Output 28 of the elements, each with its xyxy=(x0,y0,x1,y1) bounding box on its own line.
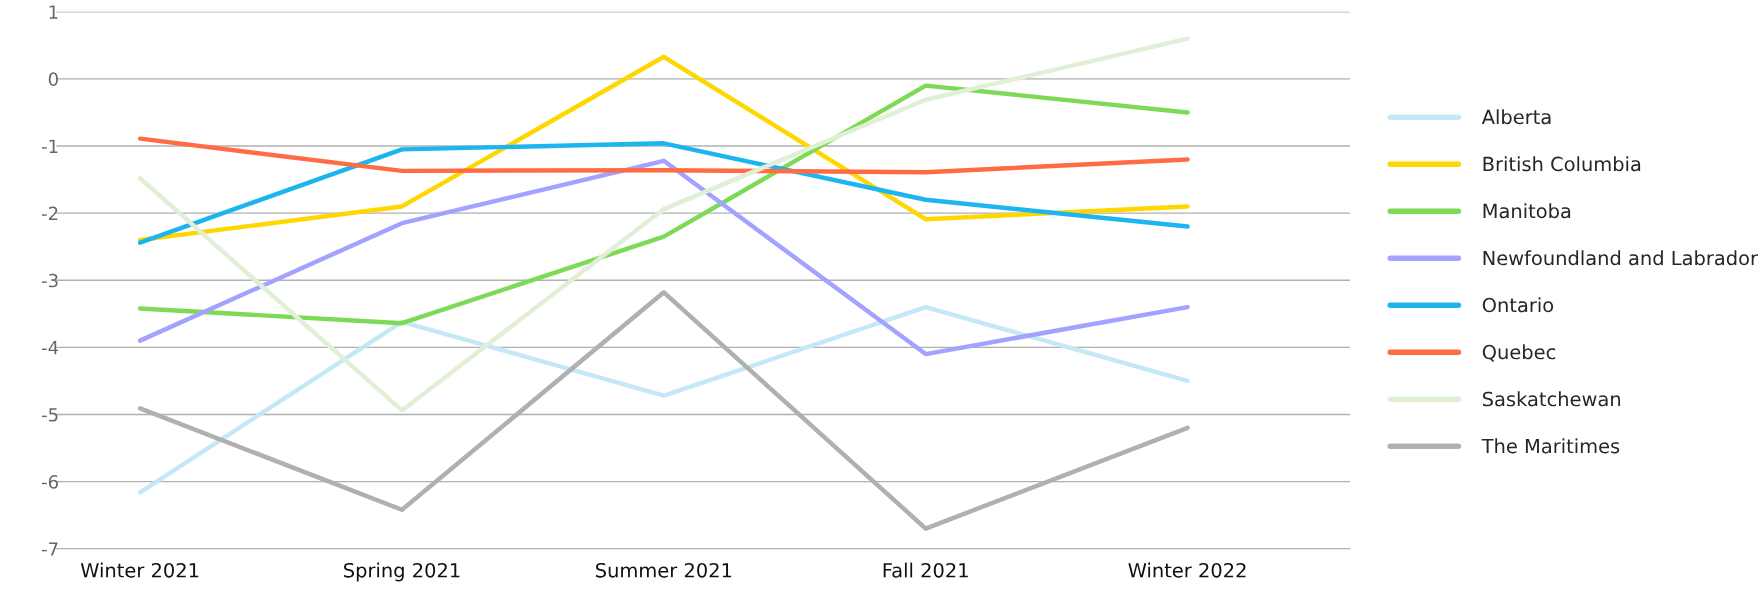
legend-label: Alberta xyxy=(1481,109,1551,125)
y-tick-label: -7 xyxy=(41,542,58,556)
y-tick-label: 1 xyxy=(49,5,58,19)
x-tick-label: Fall 2021 xyxy=(883,562,968,578)
line-series xyxy=(137,158,1190,357)
y-tick-label: -6 xyxy=(41,475,58,489)
legend-label: Saskatchewan xyxy=(1482,391,1621,407)
y-tick-label: -3 xyxy=(41,273,58,288)
x-tick-label: Winter 2022 xyxy=(1128,562,1246,578)
legend-label: Quebec xyxy=(1482,344,1556,362)
y-tick-label: -4 xyxy=(41,341,59,355)
legend-label: Manitoba xyxy=(1483,203,1571,219)
line-series xyxy=(137,83,1190,326)
x-tick-label: Winter 2021 xyxy=(80,562,199,578)
line-series xyxy=(137,136,1190,175)
y-tick-label: -1 xyxy=(41,139,58,153)
y-tick-label: -5 xyxy=(41,408,58,422)
y-tick-label: -2 xyxy=(41,206,58,220)
legend-label: Ontario xyxy=(1482,297,1554,313)
legend-label: Newfoundland and Labrador xyxy=(1483,250,1758,266)
line-series xyxy=(137,141,1190,245)
legend-label: The Maritimes xyxy=(1481,438,1620,454)
line-series xyxy=(137,304,1190,495)
x-tick-label: Spring 2021 xyxy=(344,562,460,582)
legend-label: British Columbia xyxy=(1483,156,1641,172)
y-tick-label: 0 xyxy=(48,72,58,87)
x-tick-label: Summer 2021 xyxy=(596,562,732,578)
line-series xyxy=(137,36,1190,413)
